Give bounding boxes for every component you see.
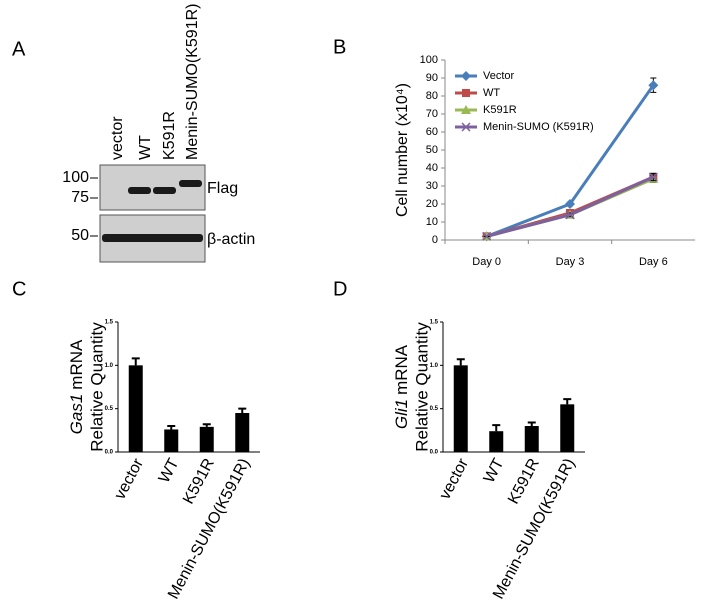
panel-label: A bbox=[12, 38, 26, 60]
y-tick-label: 100 bbox=[420, 54, 438, 66]
y-axis-label-gene: Gas1 bbox=[67, 394, 86, 435]
lane-label: Menin-SUMO(K591R) bbox=[184, 4, 201, 160]
lane-label: vector bbox=[109, 116, 126, 160]
x-tick-label: Day 0 bbox=[472, 256, 501, 268]
error-bar bbox=[131, 357, 140, 366]
point bbox=[482, 231, 492, 241]
y-tick-label: 0.5 bbox=[430, 406, 439, 412]
y-tick-label: 30 bbox=[426, 180, 438, 192]
bar bbox=[560, 404, 575, 452]
bar bbox=[164, 429, 179, 452]
bar bbox=[235, 413, 250, 452]
error-bar bbox=[456, 358, 465, 366]
legend-label: WT bbox=[483, 87, 500, 99]
y-tick-label: 0.5 bbox=[105, 406, 114, 412]
bar bbox=[199, 426, 214, 452]
panel-label: B bbox=[333, 36, 346, 58]
error-bar bbox=[492, 424, 501, 432]
band-label: Flag bbox=[207, 180, 238, 197]
band bbox=[179, 180, 202, 187]
x-tick-label: K591R bbox=[505, 456, 543, 507]
legend-label: Vector bbox=[483, 70, 515, 82]
bar bbox=[524, 426, 539, 452]
y-tick-label: 0 bbox=[432, 234, 438, 246]
y-tick-label: 1.5 bbox=[430, 320, 439, 326]
mw-marker: 100 bbox=[62, 169, 89, 186]
point bbox=[565, 199, 575, 209]
y-axis-label: Relative Quantity bbox=[87, 322, 106, 452]
y-tick-label: 90 bbox=[426, 72, 438, 84]
point bbox=[565, 210, 575, 220]
y-axis-label: Gas1 mRNA bbox=[67, 339, 86, 434]
y-tick-label: 80 bbox=[426, 90, 438, 102]
mw-marker: 50 bbox=[71, 227, 89, 244]
x-tick-label: Day 3 bbox=[556, 256, 585, 268]
y-axis-label-gene: Gli1 bbox=[392, 399, 411, 429]
legend-label: Menin-SUMO (K591R) bbox=[483, 121, 594, 133]
y-axis-label: Cell number (x10⁴) bbox=[394, 83, 411, 217]
bar bbox=[453, 365, 468, 452]
mw-marker: 75 bbox=[71, 189, 89, 206]
legend-label: K591R bbox=[483, 104, 517, 116]
y-tick-label: 50 bbox=[426, 144, 438, 156]
y-tick-label: 60 bbox=[426, 126, 438, 138]
bar bbox=[489, 431, 504, 452]
x-tick-label: WT bbox=[481, 456, 508, 486]
panel-label: D bbox=[333, 278, 347, 300]
error-bar bbox=[202, 423, 211, 427]
x-tick-label: vector bbox=[112, 455, 148, 502]
y-tick-label: 1.0 bbox=[430, 363, 439, 369]
y-tick-label: 1.0 bbox=[105, 363, 114, 369]
bar bbox=[128, 365, 143, 452]
y-tick-label: 20 bbox=[426, 198, 438, 210]
lane-label: WT bbox=[137, 135, 154, 160]
band bbox=[153, 187, 176, 194]
x-tick-label: Day 6 bbox=[639, 256, 668, 268]
y-tick-label: 70 bbox=[426, 108, 438, 120]
error-bar bbox=[238, 407, 247, 413]
lane-label: K591R bbox=[161, 111, 178, 160]
legend-marker bbox=[461, 71, 471, 81]
y-tick-label: 0.0 bbox=[105, 450, 114, 456]
legend-marker bbox=[461, 105, 471, 114]
x-tick-label: vector bbox=[437, 455, 473, 502]
band bbox=[128, 187, 151, 194]
band-label: β-actin bbox=[207, 231, 255, 248]
y-tick-label: 10 bbox=[426, 216, 438, 228]
point bbox=[648, 80, 659, 91]
y-tick-label: 40 bbox=[426, 162, 438, 174]
error-bar bbox=[167, 425, 176, 430]
y-axis-label: Gli1 mRNA bbox=[392, 344, 411, 429]
band bbox=[102, 234, 203, 242]
legend-marker bbox=[462, 89, 470, 97]
error-bar bbox=[527, 421, 536, 426]
blot-box bbox=[99, 164, 206, 211]
y-axis-label: Relative Quantity bbox=[412, 322, 431, 452]
point bbox=[648, 172, 658, 182]
y-tick-label: 0.0 bbox=[430, 450, 439, 456]
y-tick-label: 1.5 bbox=[105, 320, 114, 326]
y-axis-label-text: mRNA bbox=[392, 344, 411, 395]
y-axis-label-text: mRNA bbox=[67, 339, 86, 390]
panel-label: C bbox=[12, 278, 26, 300]
x-tick-label: WT bbox=[156, 456, 183, 486]
legend-marker bbox=[461, 122, 471, 132]
x-tick-label: K591R bbox=[180, 456, 218, 507]
error-bar bbox=[563, 398, 572, 405]
